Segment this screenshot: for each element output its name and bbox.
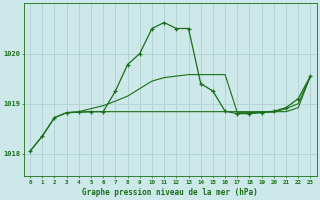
X-axis label: Graphe pression niveau de la mer (hPa): Graphe pression niveau de la mer (hPa) [82,188,258,197]
